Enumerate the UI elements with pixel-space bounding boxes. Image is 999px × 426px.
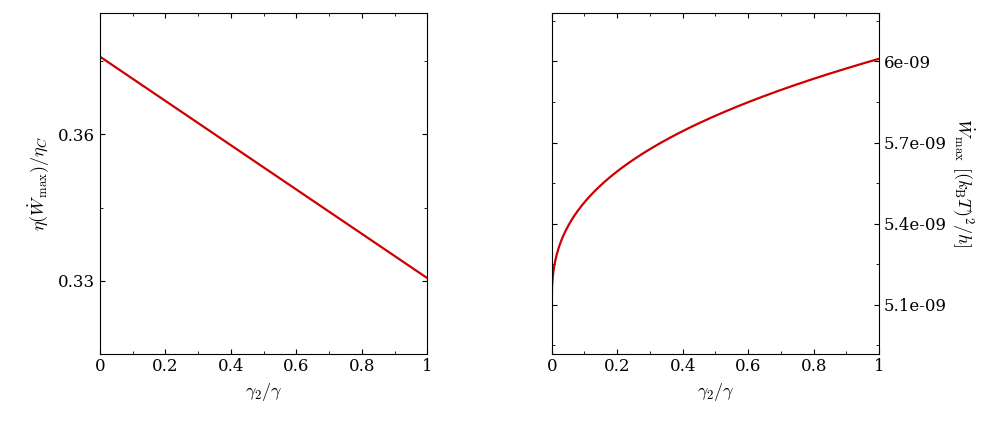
X-axis label: $\gamma_2 / \gamma$: $\gamma_2 / \gamma$ <box>696 381 734 403</box>
X-axis label: $\gamma_2 / \gamma$: $\gamma_2 / \gamma$ <box>245 381 283 403</box>
Y-axis label: $\dot{W}_{\rm max}$ $[(k_{\rm B}T)^2/h]$: $\dot{W}_{\rm max}$ $[(k_{\rm B}T)^2/h]$ <box>949 118 975 248</box>
Y-axis label: $\eta(\dot{W}_{\rm max}) / \eta_C$: $\eta(\dot{W}_{\rm max}) / \eta_C$ <box>27 135 52 231</box>
